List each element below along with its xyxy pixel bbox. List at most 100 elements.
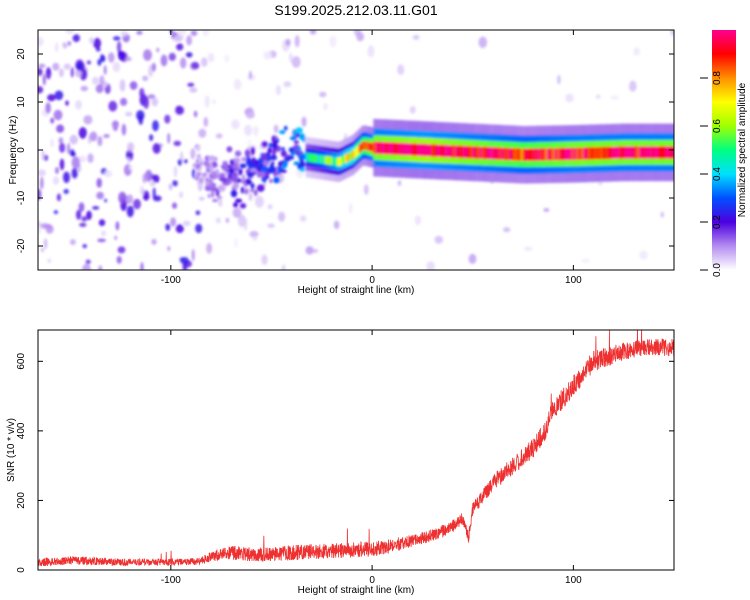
heatmap-noise-cell: [153, 195, 162, 202]
heatmap-ridge-cell: [273, 176, 280, 184]
heatmap-noise-cell: [82, 263, 91, 270]
y-tick-label: 200: [16, 492, 27, 509]
heatmap-noise-cell: [112, 61, 121, 73]
heatmap-noise-cell: [100, 55, 106, 63]
heatmap-ridge-cell: [573, 147, 577, 161]
heatmap-noise-cell: [83, 115, 93, 125]
heatmap-ridge-cell: [356, 146, 359, 155]
colorbar-tick-label: 0.6: [712, 119, 723, 133]
heatmap-ridge-cell: [245, 178, 252, 185]
heatmap-ridge-cell: [518, 148, 521, 161]
heatmap-noise-cell: [263, 51, 273, 60]
heatmap-ridge-cell: [663, 146, 666, 159]
heatmap-ridge-cell: [532, 148, 536, 161]
heatmap-ridge-cell: [283, 125, 288, 131]
heatmap-noise-cell: [58, 68, 64, 78]
heatmap-noise-cell: [63, 189, 69, 194]
heatmap-ridge-cell: [221, 177, 228, 183]
heatmap-ridge-cell: [494, 147, 497, 160]
heatmap-ridge-cell: [568, 147, 572, 161]
x-tick-label: 0: [369, 275, 375, 286]
heatmap-ridge-cell: [527, 148, 531, 161]
heatmap-ridge-cell: [593, 147, 596, 160]
heatmap-noise-cell: [278, 211, 286, 222]
heatmap-noise-cell: [117, 246, 126, 254]
heatmap-noise-cell: [333, 220, 340, 230]
heatmap-ridge-cell: [474, 146, 478, 159]
heatmap-noise-cell: [237, 214, 246, 228]
heatmap-ridge-cell: [241, 174, 246, 181]
heatmap-ridge-cell: [267, 147, 273, 154]
heatmap-noise-cell: [434, 235, 444, 244]
heatmap-noise-cell: [301, 116, 307, 127]
heatmap-noise-cell: [98, 219, 106, 227]
heatmap-ridge-cell: [289, 136, 297, 141]
heatmap-noise-cell: [175, 105, 183, 112]
heatmap-noise-cell: [70, 151, 76, 157]
heatmap-ridge-cell: [312, 153, 316, 163]
heatmap-ridge-cell: [535, 148, 538, 161]
heatmap-ridge-cell: [523, 148, 526, 162]
heatmap-ridge-cell: [204, 185, 213, 192]
heatmap-noise-cell: [55, 166, 59, 175]
y-tick-label: 20: [16, 48, 27, 60]
heatmap-noise-cell: [142, 190, 150, 201]
heatmap-ridge-cell: [636, 146, 640, 159]
heatmap-ridge-cell: [234, 162, 239, 169]
heatmap-ridge-cell: [269, 178, 273, 184]
y-tick-label: 600: [16, 353, 27, 370]
heatmap-noise-cell: [80, 85, 89, 92]
heatmap-ridge-cell: [544, 148, 548, 161]
heatmap-ridge-cell: [605, 146, 608, 160]
heatmap-noise-cell: [639, 250, 648, 260]
heatmap-ridge-cell: [280, 169, 287, 173]
heatmap-noise-cell: [189, 87, 198, 93]
colorbar-tick-label: 0.4: [712, 167, 723, 181]
heatmap-ridge-cell: [212, 199, 219, 202]
y-tick-label: 400: [16, 422, 27, 439]
y-tick-label: 0: [16, 567, 27, 573]
heatmap-noise-cell: [195, 210, 201, 216]
heatmap-noise-cell: [289, 52, 293, 63]
heatmap-ridge-cell: [317, 154, 321, 164]
heatmap-noise-cell: [58, 137, 64, 144]
heatmap-noise-cell: [232, 207, 242, 218]
heatmap-noise-cell: [47, 258, 51, 263]
heatmap-ridge-cell: [477, 146, 480, 159]
heatmap-ridge-cell: [205, 180, 210, 186]
heatmap-noise-cell: [291, 56, 301, 68]
heatmap-ridge-cell: [268, 142, 273, 148]
heatmap-noise-cell: [468, 253, 477, 264]
heatmap-ridge-cell: [383, 141, 386, 155]
heatmap-noise-cell: [142, 75, 149, 82]
colorbar: 0.0 0.2 0.4 0.6 0.8 Normalized spectral ampl…: [700, 30, 748, 277]
heatmap-ridge-cell: [368, 142, 372, 152]
heatmap-ridge-cell: [402, 142, 405, 156]
heatmap-ridge-cell: [646, 146, 649, 159]
heatmap-noise-cell: [633, 47, 640, 56]
heatmap-noise-cell: [218, 198, 223, 207]
heatmap-noise-cell: [139, 185, 145, 196]
heatmap-noise-cell: [152, 120, 159, 132]
heatmap-ridge-cell: [206, 168, 210, 173]
heatmap-noise-cell: [610, 95, 619, 100]
heatmap-noise-cell: [143, 96, 150, 109]
heatmap-ridge-cell: [341, 155, 345, 165]
heatmap-noise-cell: [319, 91, 327, 98]
heatmap-ridge-cell: [436, 144, 439, 157]
heatmap-noise-cell: [175, 224, 184, 234]
heatmap-noise-cell: [38, 86, 44, 94]
heatmap-noise-cell: [116, 256, 122, 264]
y-tick-label: -20: [16, 238, 27, 253]
heatmap-noise-cell: [96, 178, 102, 188]
heatmap-ridge-cell: [349, 151, 352, 161]
heatmap-ridge-cell: [280, 147, 285, 151]
heatmap-noise-cell: [629, 80, 637, 92]
heatmap-ridge-cell: [639, 146, 642, 159]
heatmap-noise-cell: [118, 51, 127, 61]
heatmap-ridge-cell: [552, 148, 555, 161]
heatmap-noise-cell: [127, 142, 135, 152]
heatmap-noise-cell: [67, 142, 71, 155]
heatmap-noise-cell: [409, 106, 416, 114]
heatmap-noise-cell: [52, 176, 60, 185]
